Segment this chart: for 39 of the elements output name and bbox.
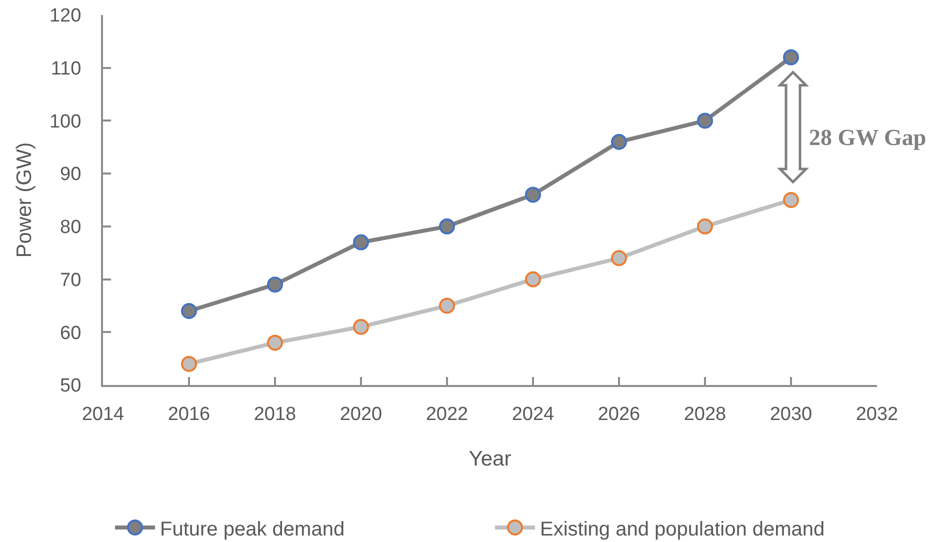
x-tick-label: 2022 <box>426 404 468 425</box>
x-tick-label: 2020 <box>340 404 382 425</box>
annotation: 28 GW Gap <box>809 125 926 150</box>
x-tick-label: 2030 <box>770 404 812 425</box>
y-axis-title: Power (GW) <box>13 142 36 258</box>
point <box>353 318 369 335</box>
y-tick-label: 60 <box>60 322 82 344</box>
point <box>611 250 627 266</box>
point <box>353 234 369 250</box>
x-axis-title: Year <box>468 448 512 470</box>
point <box>181 303 197 319</box>
point <box>783 49 799 66</box>
point <box>267 334 283 351</box>
y-tick-label: 120 <box>49 6 82 27</box>
point <box>181 356 197 372</box>
point <box>783 192 799 208</box>
x-tick-label: 2014 <box>82 404 125 425</box>
point <box>267 276 283 293</box>
point <box>525 271 541 288</box>
y-tick-label: 90 <box>60 164 82 186</box>
point <box>697 112 713 129</box>
y-tick-label: 100 <box>49 111 82 132</box>
x-tick-label: 2028 <box>684 404 726 425</box>
legend-label: Future peak demand <box>160 518 345 540</box>
point <box>525 186 541 203</box>
point <box>611 134 627 150</box>
y-tick-label: 110 <box>50 58 82 80</box>
y-tick-label: 80 <box>60 217 82 238</box>
y-tick-label: 70 <box>60 270 82 291</box>
legend-label: Existing and population demand <box>540 518 825 540</box>
point <box>439 298 455 314</box>
x-tick-label: 2032 <box>856 404 898 425</box>
x-tick-label: 2018 <box>254 404 296 425</box>
point <box>697 218 713 234</box>
x-tick-label: 2016 <box>168 404 210 425</box>
point <box>439 218 455 234</box>
x-tick-label: 2026 <box>598 404 640 425</box>
x-tick-label: 2024 <box>512 404 555 425</box>
y-tick-label: 50 <box>60 376 82 397</box>
